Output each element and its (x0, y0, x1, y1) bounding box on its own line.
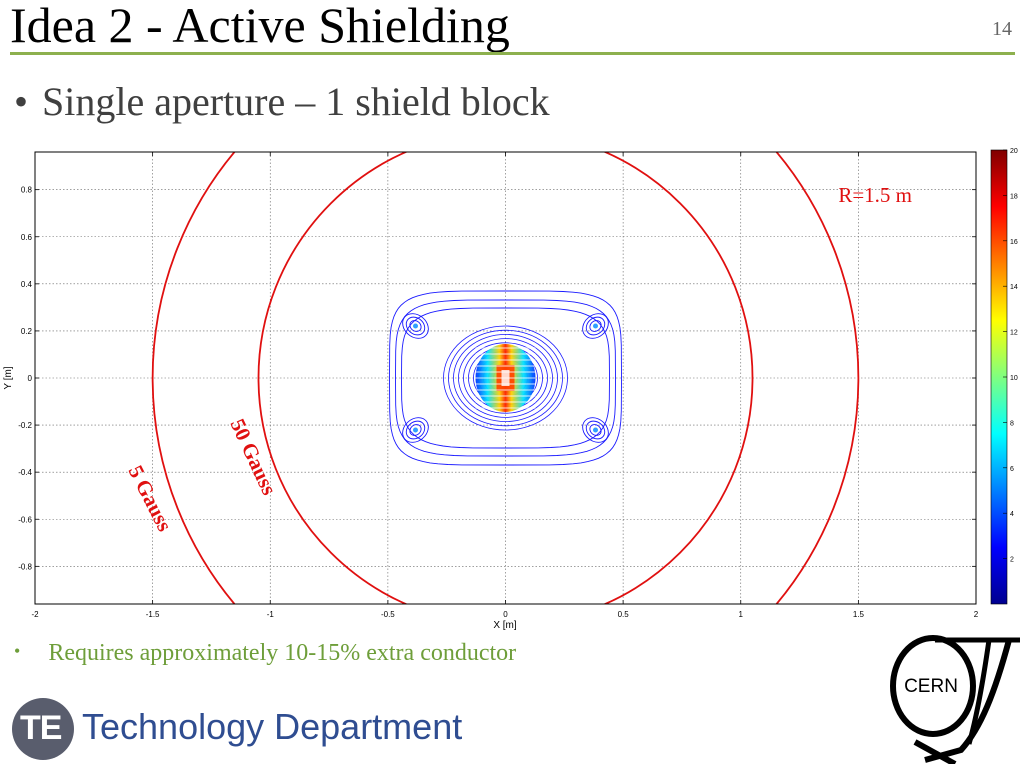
bullet-dot: • (14, 79, 29, 124)
cern-logo: CERN (890, 635, 1020, 764)
field-corner-loop (405, 420, 426, 440)
y-tick-label: -0.8 (18, 562, 32, 571)
y-tick-label: 0.2 (21, 327, 33, 336)
field-corner-loop (402, 417, 429, 443)
field-contour-line (448, 329, 563, 427)
colorbar-tick-label: 8 (1010, 420, 1014, 427)
gauss-contour-circle (257, 152, 754, 604)
field-contour-line (389, 290, 622, 466)
field-corner-pole (413, 427, 418, 433)
field-contour-line (463, 342, 548, 414)
te-logo: TE (12, 698, 74, 760)
y-tick-label: -0.4 (18, 468, 32, 477)
x-tick-label: 2 (974, 610, 979, 619)
x-tick-label: 1.5 (853, 610, 865, 619)
slide-number: 14 (992, 18, 1012, 40)
y-tick-label: 0.8 (21, 186, 33, 195)
colorbar-tick-label: 12 (1010, 330, 1018, 337)
x-tick-label: -1 (267, 610, 275, 619)
colorbar-tick-label: 14 (1010, 284, 1018, 291)
field-corner-loop (589, 320, 602, 332)
colorbar-tick-label: 16 (1010, 239, 1018, 246)
y-tick-label: 0.4 (21, 280, 33, 289)
colorbar-tick-label: 18 (1010, 193, 1018, 200)
x-tick-label: 0 (503, 610, 508, 619)
slide-title: Idea 2 - Active Shielding (10, 0, 510, 53)
cern-logo-text: CERN (904, 676, 958, 697)
title-underline (10, 52, 1015, 55)
x-axis-label: X [m] (493, 620, 517, 631)
y-tick-label: 0.6 (21, 233, 33, 242)
field-corner-pole (593, 323, 598, 329)
y-tick-label: -0.2 (18, 421, 32, 430)
field-contour-line (395, 299, 616, 457)
y-axis-label: Y [m] (3, 366, 14, 389)
colorbar-ticks: 2 4 6 8 10 12 14 16 18 20 (1003, 148, 1018, 564)
field-contour-line (443, 325, 568, 431)
department-name: Technology Department (82, 706, 463, 747)
colorbar-tick-label: 6 (1010, 466, 1014, 473)
field-corner-loop (409, 424, 422, 436)
field-corner-loop (582, 417, 609, 443)
main-bullet-text: Single aperture – 1 shield block (42, 79, 550, 124)
bottom-bullet-text: Requires approximately 10-15% extra cond… (48, 640, 517, 666)
x-tick-label: -0.5 (381, 610, 395, 619)
field-corner-loop (585, 316, 606, 336)
field-corner-loop (402, 313, 429, 339)
annotation-radius: R=1.5 m (838, 183, 912, 207)
field-map-chart: -2 -1.5 -1 -0.5 0 0.5 1 1.5 2 -0.8 -0.6 -0.4 -0.2 0 0.… (3, 148, 1018, 631)
field-contour-line (453, 333, 558, 422)
field-corner-loop (582, 313, 609, 339)
colorbar-tick-label: 20 (1010, 148, 1018, 155)
te-logo-text: TE (20, 709, 62, 747)
grid-lines (35, 152, 976, 604)
x-tick-label: -1.5 (146, 610, 160, 619)
x-tick-label: 1 (739, 610, 744, 619)
field-contours (389, 290, 622, 466)
colorbar-tick-label: 4 (1010, 511, 1014, 518)
x-tick-label: -2 (31, 610, 39, 619)
field-corner-loop (405, 316, 426, 336)
field-contour-line (458, 338, 553, 418)
field-corner-loop (585, 420, 606, 440)
field-contour-line (401, 307, 610, 449)
x-tick-label: 0.5 (618, 610, 630, 619)
gauss-contours (151, 152, 860, 604)
colorbar-tick-label: 2 (1010, 557, 1014, 564)
field-corner-loop (589, 424, 602, 436)
colorbar-tick-label: 10 (1010, 375, 1018, 382)
main-bullet: • Single aperture – 1 shield block (14, 78, 550, 125)
y-tick-label: 0 (28, 374, 33, 383)
bullet-dot: • (14, 641, 21, 661)
bottom-bullet: • Requires approximately 10-15% extra con… (14, 640, 516, 667)
y-tick-label: -0.6 (18, 515, 32, 524)
gauss-contour-circle (151, 152, 860, 604)
field-corner-pole (413, 323, 418, 329)
field-corner-pole (593, 427, 598, 433)
field-corner-loop (409, 320, 422, 332)
axis-ticks: -2 -1.5 -1 -0.5 0 0.5 1 1.5 2 -0.8 -0.6 -0.4 -0.2 0 0.… (18, 152, 979, 619)
